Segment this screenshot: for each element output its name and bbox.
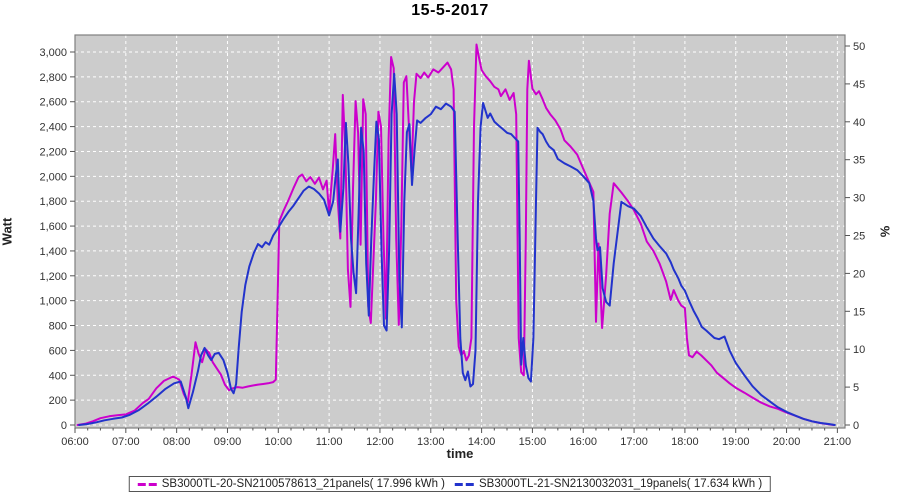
x-tick-label: 21:00 <box>824 436 852 448</box>
series-1-line-swatch-icon <box>137 482 157 486</box>
x-tick-label: 19:00 <box>722 436 750 448</box>
series-2-line-swatch-icon <box>455 482 474 486</box>
y-left-tick-label: 600 <box>49 345 67 357</box>
x-tick-label: 16:00 <box>569 436 597 448</box>
x-tick-label: 14:00 <box>468 436 496 448</box>
y-left-tick-label: 2,200 <box>39 146 67 158</box>
y-right-tick-label: 0 <box>853 420 859 432</box>
legend-entry-series-1: SB3000TL-20-SN2100578613_21panels( 17.99… <box>137 478 445 490</box>
y-right-tick-label: 35 <box>853 155 865 167</box>
x-tick-label: 20:00 <box>773 436 801 448</box>
x-tick-label: 10:00 <box>265 436 293 448</box>
y-left-tick-label: 2,400 <box>39 122 67 134</box>
y-left-tick-label: 1,800 <box>39 196 67 208</box>
data-series <box>76 43 836 426</box>
y-right-tick-label: 15 <box>853 306 865 318</box>
x-tick-label: 12:00 <box>366 436 394 448</box>
y-right-tick-label: 30 <box>853 193 865 205</box>
y-right-tick-label: 45 <box>853 79 865 91</box>
legend: SB3000TL-20-SN2100578613_21panels( 17.99… <box>128 476 772 492</box>
x-tick-label: 11:00 <box>316 436 343 448</box>
legend-label-series-2: SB3000TL-21-SN2130032031_19panels( 17.63… <box>479 478 763 490</box>
y-right-tick-label: 10 <box>853 344 865 356</box>
y-right-tick-label: 40 <box>853 117 865 129</box>
y-right-tick-label: 25 <box>853 231 865 243</box>
y-left-tick-label: 400 <box>49 370 67 382</box>
plot-background <box>75 35 845 428</box>
y-left-tick-label: 0 <box>61 420 67 432</box>
y-left-tick-label: 2,600 <box>39 97 67 109</box>
y-left-tick-label: 3,000 <box>39 47 67 59</box>
legend-entry-series-2: SB3000TL-21-SN2130032031_19panels( 17.63… <box>455 478 762 490</box>
y-left-tick-label: 1,400 <box>39 246 67 258</box>
x-tick-label: 17:00 <box>620 436 648 448</box>
x-tick-label: 13:00 <box>417 436 445 448</box>
y-left-tick-label: 1,600 <box>39 221 67 233</box>
x-tick-label: 06:00 <box>61 436 89 448</box>
chart-title: 15-5-2017 <box>411 2 489 19</box>
y-right-tick-label: 5 <box>853 382 859 394</box>
x-tick-label: 08:00 <box>163 436 191 448</box>
x-tick-label: 09:00 <box>214 436 242 448</box>
y-right-tick-label: 50 <box>853 41 865 53</box>
y-left-tick-label: 200 <box>49 395 67 407</box>
axis-ticks <box>70 45 850 433</box>
x-tick-label: 18:00 <box>671 436 699 448</box>
axis-tick-labels: 06:00 07:00 08:00 09:00 10:00 11:00 12:00 13:00… <box>39 41 865 448</box>
y-right-tick-label: 20 <box>853 268 865 280</box>
x-tick-label: 07:00 <box>112 436 140 448</box>
series-line-1 <box>76 43 835 426</box>
series-line-2 <box>78 72 836 426</box>
y-left-tick-label: 1,200 <box>39 271 67 283</box>
x-tick-label: 15:00 <box>519 436 547 448</box>
y-left-tick-label: 2,800 <box>39 72 67 84</box>
y-left-tick-label: 2,000 <box>39 171 67 183</box>
x-axis-label: time <box>446 446 474 461</box>
y-axis-label-right: % <box>877 225 893 238</box>
y-axis-label-left: Watt <box>0 217 15 246</box>
legend-label-series-1: SB3000TL-20-SN2100578613_21panels( 17.99… <box>161 478 445 490</box>
y-left-tick-label: 800 <box>49 321 67 333</box>
y-left-tick-label: 1,000 <box>39 296 67 308</box>
plot-frame <box>74 34 846 429</box>
